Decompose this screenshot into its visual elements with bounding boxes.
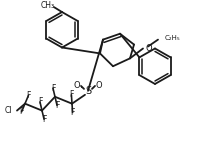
- Text: F: F: [55, 101, 59, 110]
- Text: F: F: [19, 107, 24, 116]
- Text: ·: ·: [80, 83, 83, 93]
- Text: F: F: [69, 90, 74, 99]
- Text: F: F: [38, 97, 42, 106]
- Text: Cl: Cl: [5, 106, 12, 115]
- Text: O: O: [96, 81, 102, 90]
- Text: O: O: [74, 81, 80, 90]
- Text: F: F: [26, 91, 31, 100]
- Text: F: F: [42, 115, 46, 124]
- Text: CH₃: CH₃: [41, 1, 55, 10]
- Text: C₂H₅: C₂H₅: [165, 35, 181, 41]
- Text: F: F: [51, 84, 55, 93]
- Text: S: S: [85, 86, 91, 96]
- Text: F: F: [70, 108, 75, 117]
- Text: O: O: [145, 44, 152, 53]
